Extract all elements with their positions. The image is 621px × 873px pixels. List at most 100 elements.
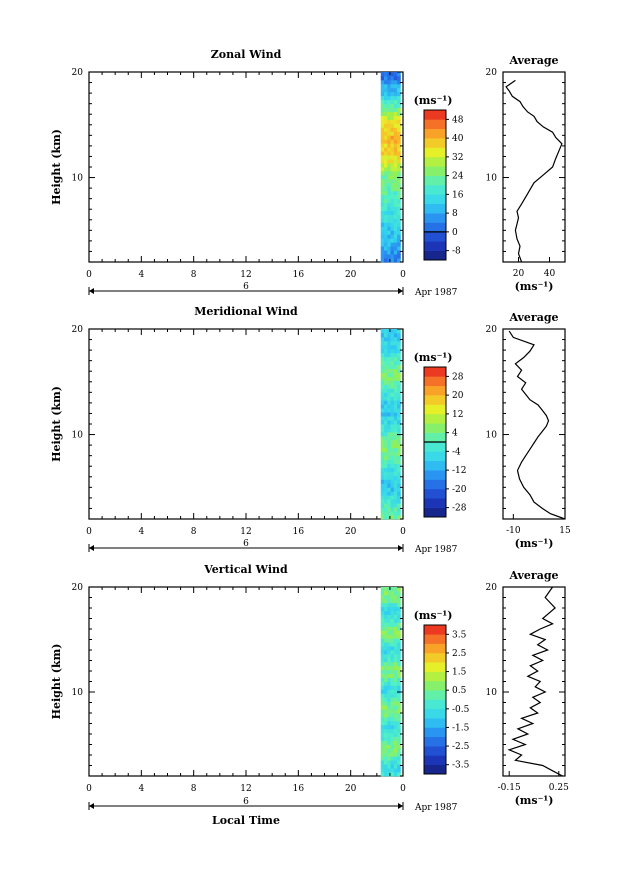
heatmap-cell bbox=[393, 332, 398, 338]
heatmap-cell bbox=[380, 471, 385, 476]
profile-y-tick-label: 20 bbox=[486, 583, 498, 593]
heatmap-cell bbox=[384, 455, 388, 461]
heatmap-cell bbox=[387, 95, 391, 101]
heatmap-cell bbox=[397, 463, 401, 468]
heatmap-cell bbox=[380, 75, 385, 81]
colorbar-bands bbox=[424, 110, 446, 261]
heatmap-cell bbox=[387, 202, 391, 207]
heatmap-cell bbox=[390, 170, 395, 176]
heatmap-cell bbox=[380, 439, 385, 445]
heatmap-cell bbox=[380, 364, 385, 369]
heatmap-cell bbox=[380, 646, 385, 651]
heatmap-cell bbox=[397, 471, 401, 476]
heatmap-cell bbox=[387, 198, 391, 204]
heatmap-cell bbox=[393, 760, 398, 765]
heatmap-cell bbox=[393, 716, 398, 722]
heatmap-cell bbox=[380, 155, 385, 160]
heatmap-cell bbox=[393, 590, 398, 596]
heatmap-cell bbox=[384, 732, 388, 738]
heatmap-cell bbox=[387, 388, 391, 393]
heatmap-cell bbox=[397, 451, 401, 457]
heatmap-cell bbox=[390, 404, 395, 409]
heatmap-cell bbox=[393, 214, 398, 219]
colorbar-band bbox=[424, 138, 446, 148]
heatmap-cell bbox=[393, 72, 398, 77]
x-tick-label: 12 bbox=[240, 270, 251, 280]
heatmap-cell bbox=[393, 646, 398, 651]
heatmap-cell bbox=[387, 131, 391, 136]
heatmap-cell bbox=[397, 95, 401, 101]
heatmap-cell bbox=[393, 614, 398, 619]
heatmap-cell bbox=[384, 681, 388, 686]
heatmap-cell bbox=[380, 772, 385, 777]
heatmap-cell bbox=[380, 83, 385, 89]
heatmap-cell bbox=[393, 246, 398, 251]
heatmap-cell bbox=[393, 606, 398, 612]
heatmap-cell bbox=[390, 340, 395, 346]
heatmap-cell bbox=[393, 91, 398, 97]
heatmap-cell bbox=[387, 332, 391, 338]
colorbar-unit: (ms⁻¹) bbox=[414, 94, 453, 107]
heatmap-cell bbox=[393, 483, 398, 488]
heatmap-cell bbox=[384, 246, 388, 251]
panel-title: Vertical Wind bbox=[203, 563, 288, 576]
heatmap-cell bbox=[380, 372, 385, 377]
heatmap-cell bbox=[380, 174, 385, 180]
colorbar-band bbox=[424, 432, 446, 443]
heatmap-cell bbox=[380, 685, 385, 690]
heatmap-cell bbox=[387, 159, 391, 164]
heatmap-cell bbox=[387, 630, 391, 635]
heatmap-cell bbox=[387, 151, 391, 156]
main-plot-frame bbox=[88, 71, 404, 263]
heatmap-cell bbox=[380, 443, 385, 449]
heatmap-cell bbox=[380, 697, 385, 702]
heatmap-cell bbox=[387, 226, 391, 231]
profile-line bbox=[505, 79, 563, 263]
colorbar-frame bbox=[423, 109, 447, 261]
heatmap-cell bbox=[387, 87, 391, 93]
heatmap-cell bbox=[393, 388, 398, 393]
heatmap-cell bbox=[387, 135, 391, 140]
heatmap-cell bbox=[384, 230, 388, 235]
profile-y-tick-label: 10 bbox=[486, 174, 498, 184]
heatmap-cell bbox=[390, 194, 395, 200]
heatmap-cell bbox=[397, 408, 401, 413]
heatmap-cell bbox=[387, 400, 391, 405]
heatmap-cell bbox=[380, 119, 385, 124]
heatmap-cell bbox=[387, 214, 391, 219]
heatmap-cell bbox=[380, 234, 385, 239]
heatmap-cell bbox=[390, 431, 395, 437]
heatmap-cell bbox=[384, 443, 388, 449]
heatmap-cell bbox=[397, 416, 401, 421]
heatmap-cell bbox=[397, 396, 401, 401]
heatmap-cell bbox=[384, 622, 388, 627]
heatmap-cell bbox=[384, 431, 388, 437]
heatmap-cell bbox=[393, 424, 398, 429]
heatmap-cell bbox=[393, 190, 398, 196]
heatmap-cell bbox=[397, 400, 401, 405]
heatmap-cell bbox=[384, 439, 388, 445]
heatmap-cell bbox=[393, 139, 398, 144]
heatmap-cell bbox=[390, 459, 395, 464]
heatmap-cell bbox=[397, 479, 401, 484]
heatmap-cell bbox=[384, 744, 388, 749]
heatmap-cell bbox=[390, 99, 395, 105]
heatmap-cell bbox=[397, 123, 401, 128]
profile-line bbox=[507, 586, 563, 777]
heatmap-cell bbox=[380, 669, 385, 675]
profile-x-label: (ms⁻¹) bbox=[515, 537, 554, 550]
x-tick-label: 0 bbox=[400, 527, 406, 537]
heatmap-cell bbox=[387, 364, 391, 369]
heatmap-cell bbox=[384, 515, 388, 520]
heatmap-cell bbox=[397, 499, 401, 504]
heatmap-cell bbox=[390, 716, 395, 722]
heatmap-cell bbox=[384, 507, 388, 512]
heatmap-cell bbox=[384, 756, 388, 761]
heatmap-cell bbox=[397, 705, 401, 710]
heatmap-cell bbox=[393, 495, 398, 500]
heatmap-cell bbox=[380, 87, 385, 93]
heatmap-cell bbox=[380, 368, 385, 373]
heatmap-cell bbox=[380, 768, 385, 773]
heatmap-cell bbox=[380, 744, 385, 749]
heatmap-cell bbox=[384, 242, 388, 247]
